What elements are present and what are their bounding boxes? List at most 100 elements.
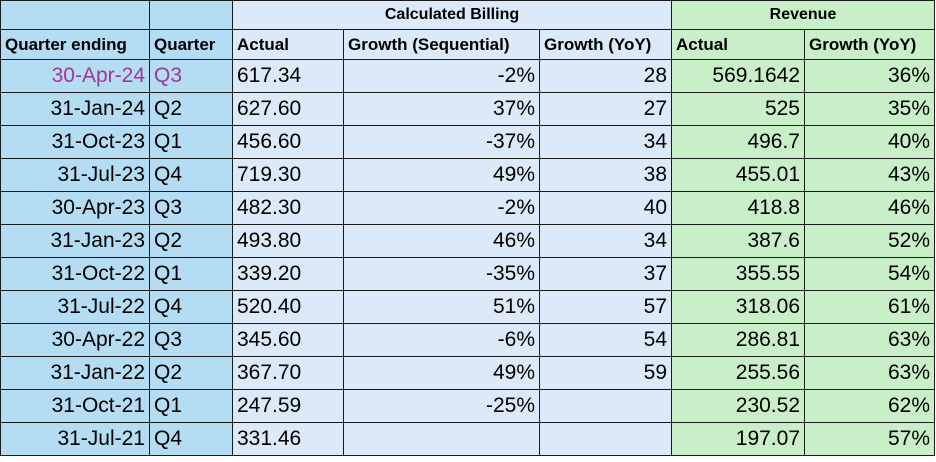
- table-row: 31-Jan-24 Q2 627.60 37% 27 525 35%: [0, 92, 936, 126]
- group-header-row: Calculated Billing Revenue: [0, 0, 936, 30]
- cell-billing-growth-yoy: 38: [539, 158, 672, 192]
- cell-billing-actual: 482.30: [232, 191, 344, 225]
- cell-revenue-actual: 286.81: [671, 323, 805, 357]
- cell-billing-actual: 339.20: [232, 257, 344, 291]
- cell-billing-growth-sequential: 37%: [343, 92, 540, 126]
- header-billing-growth-yoy: Growth (YoY): [539, 29, 672, 60]
- cell-quarter: Q2: [149, 92, 233, 126]
- header-revenue-growth-yoy: Growth (YoY): [803, 29, 936, 60]
- cell-revenue-growth-yoy: 46%: [803, 191, 936, 225]
- table-row: 31-Jul-21 Q4 331.46 197.07 57%: [0, 422, 936, 456]
- cell-billing-growth-sequential: -25%: [343, 389, 540, 423]
- table-row: 30-Apr-22 Q3 345.60 -6% 54 286.81 63%: [0, 323, 936, 357]
- cell-revenue-actual: 318.06: [671, 290, 805, 324]
- cell-quarter-ending: 31-Oct-23: [0, 125, 150, 159]
- cell-revenue-actual: 355.55: [671, 257, 805, 291]
- cell-billing-actual: 719.30: [232, 158, 344, 192]
- cell-billing-growth-yoy: 37: [539, 257, 672, 291]
- table-row: 31-Oct-23 Q1 456.60 -37% 34 496.7 40%: [0, 125, 936, 159]
- cell-billing-growth-sequential: [343, 422, 540, 456]
- cell-revenue-growth-yoy: 43%: [803, 158, 936, 192]
- cell-revenue-actual: 255.56: [671, 356, 805, 390]
- cell-quarter-ending: 31-Oct-22: [0, 257, 150, 291]
- cell-quarter: Q1: [149, 257, 233, 291]
- cell-quarter-ending: 31-Jul-21: [0, 422, 150, 456]
- cell-billing-actual: 331.46: [232, 422, 344, 456]
- cell-revenue-growth-yoy: 36%: [803, 59, 936, 93]
- cell-billing-growth-sequential: -37%: [343, 125, 540, 159]
- cell-revenue-growth-yoy: 63%: [803, 323, 936, 357]
- cell-revenue-actual: 230.52: [671, 389, 805, 423]
- cell-quarter: Q3: [149, 323, 233, 357]
- cell-billing-growth-yoy: 59: [539, 356, 672, 390]
- cell-billing-growth-yoy: [539, 389, 672, 423]
- cell-billing-growth-sequential: -2%: [343, 59, 540, 93]
- cell-billing-actual: 617.34: [232, 59, 344, 93]
- cell-revenue-actual: 197.07: [671, 422, 805, 456]
- table-row: 31-Oct-22 Q1 339.20 -35% 37 355.55 54%: [0, 257, 936, 291]
- cell-billing-actual: 627.60: [232, 92, 344, 126]
- cell-quarter: Q2: [149, 356, 233, 390]
- table-row: 30-Apr-23 Q3 482.30 -2% 40 418.8 46%: [0, 191, 936, 225]
- cell-revenue-growth-yoy: 54%: [803, 257, 936, 291]
- cell-billing-growth-sequential: 49%: [343, 158, 540, 192]
- table-row: 31-Jul-22 Q4 520.40 51% 57 318.06 61%: [0, 290, 936, 324]
- cell-billing-actual: 367.70: [232, 356, 344, 390]
- cell-quarter-ending: 31-Jul-23: [0, 158, 150, 192]
- cell-quarter-ending: 31-Jan-24: [0, 92, 150, 126]
- group-header-blank: [0, 0, 150, 30]
- cell-revenue-growth-yoy: 62%: [803, 389, 936, 423]
- cell-quarter: Q4: [149, 290, 233, 324]
- cell-quarter-ending: 30-Apr-22: [0, 323, 150, 357]
- table-row: 31-Oct-21 Q1 247.59 -25% 230.52 62%: [0, 389, 936, 423]
- cell-billing-growth-yoy: 27: [539, 92, 672, 126]
- cell-billing-actual: 456.60: [232, 125, 344, 159]
- cell-quarter-ending: 31-Jul-22: [0, 290, 150, 324]
- cell-revenue-growth-yoy: 63%: [803, 356, 936, 390]
- cell-revenue-growth-yoy: 40%: [803, 125, 936, 159]
- cell-quarter: Q1: [149, 125, 233, 159]
- cell-quarter-ending: 31-Oct-21: [0, 389, 150, 423]
- header-billing-growth-sequential: Growth (Sequential): [343, 29, 540, 60]
- table-row: 31-Jan-22 Q2 367.70 49% 59 255.56 63%: [0, 356, 936, 390]
- table-row: 31-Jul-23 Q4 719.30 49% 38 455.01 43%: [0, 158, 936, 192]
- cell-revenue-growth-yoy: 35%: [803, 92, 936, 126]
- cell-revenue-growth-yoy: 61%: [803, 290, 936, 324]
- cell-billing-growth-yoy: 57: [539, 290, 672, 324]
- cell-revenue-actual: 525: [671, 92, 805, 126]
- cell-quarter: Q1: [149, 389, 233, 423]
- cell-quarter: Q3: [149, 59, 233, 93]
- cell-billing-actual: 345.60: [232, 323, 344, 357]
- cell-billing-growth-yoy: [539, 422, 672, 456]
- table-row: 31-Jan-23 Q2 493.80 46% 34 387.6 52%: [0, 224, 936, 258]
- cell-quarter-ending: 31-Jan-22: [0, 356, 150, 390]
- cell-billing-growth-yoy: 54: [539, 323, 672, 357]
- cell-quarter-ending: 30-Apr-23: [0, 191, 150, 225]
- cell-billing-growth-sequential: -35%: [343, 257, 540, 291]
- cell-billing-growth-yoy: 34: [539, 224, 672, 258]
- cell-revenue-actual: 496.7: [671, 125, 805, 159]
- cell-billing-growth-yoy: 40: [539, 191, 672, 225]
- cell-revenue-actual: 569.1642: [671, 59, 805, 93]
- cell-billing-growth-yoy: 28: [539, 59, 672, 93]
- cell-quarter: Q2: [149, 224, 233, 258]
- cell-quarter: Q4: [149, 422, 233, 456]
- header-revenue-actual: Actual: [671, 29, 805, 60]
- group-header-calculated-billing: Calculated Billing: [232, 0, 672, 30]
- group-header-blank: [149, 0, 233, 30]
- cell-quarter-ending: 31-Jan-23: [0, 224, 150, 258]
- cell-quarter: Q3: [149, 191, 233, 225]
- cell-revenue-actual: 387.6: [671, 224, 805, 258]
- cell-revenue-actual: 418.8: [671, 191, 805, 225]
- column-header-row: Quarter ending Quarter Actual Growth (Se…: [0, 29, 936, 60]
- cell-billing-growth-yoy: 34: [539, 125, 672, 159]
- cell-billing-actual: 520.40: [232, 290, 344, 324]
- cell-quarter: Q4: [149, 158, 233, 192]
- cell-billing-growth-sequential: -2%: [343, 191, 540, 225]
- cell-billing-growth-sequential: -6%: [343, 323, 540, 357]
- cell-billing-growth-sequential: 51%: [343, 290, 540, 324]
- cell-revenue-actual: 455.01: [671, 158, 805, 192]
- cell-billing-actual: 247.59: [232, 389, 344, 423]
- header-quarter: Quarter: [149, 29, 233, 60]
